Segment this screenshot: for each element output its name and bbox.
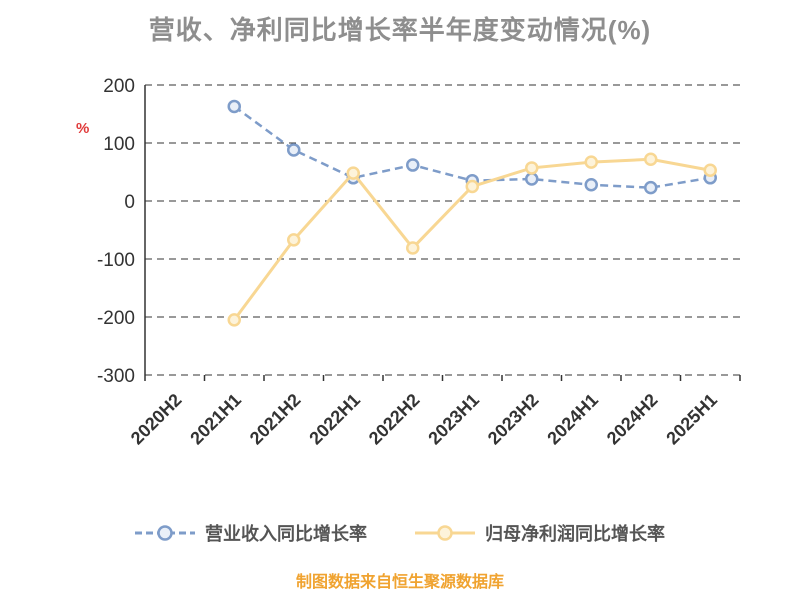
series-0-marker xyxy=(644,180,658,195)
y-tick-label: -100 xyxy=(97,250,135,271)
y-tick-label: -200 xyxy=(97,308,135,329)
series-1-marker xyxy=(227,313,241,327)
series-1-marker xyxy=(584,155,598,169)
legend-item-netprofit: 归母净利润同比增长率 xyxy=(415,520,665,546)
x-tick-label: 2024H1 xyxy=(543,390,602,449)
netprofit-series-marker-icon xyxy=(415,525,475,541)
series-0-marker xyxy=(287,143,301,157)
legend-label-revenue: 营业收入同比增长率 xyxy=(205,524,367,544)
chart-title: 营收、净利同比增长率半年度变动情况(%) xyxy=(148,15,652,45)
series-1-marker xyxy=(465,179,479,194)
series-1-marker xyxy=(525,161,539,175)
x-tick-label: 2021H1 xyxy=(186,390,245,449)
x-tick-label: 2025H1 xyxy=(662,390,721,449)
revenue-series-marker-icon xyxy=(135,525,195,541)
legend-label-netprofit: 归母净利润同比增长率 xyxy=(485,524,665,544)
series-1-marker xyxy=(346,166,360,180)
x-tick-label: 2022H2 xyxy=(365,390,424,449)
series-0-marker xyxy=(227,99,241,114)
series-0-marker xyxy=(406,158,420,172)
x-tick-label: 2023H1 xyxy=(424,390,483,449)
series-1-marker xyxy=(406,241,420,255)
y-axis-label: % xyxy=(76,120,90,137)
y-tick-label: -300 xyxy=(97,366,135,387)
legend: 营业收入同比增长率 归母净利润同比增长率 xyxy=(0,520,800,546)
series-1-marker xyxy=(644,152,658,166)
y-tick-label: 0 xyxy=(124,192,135,213)
series-1-marker xyxy=(703,163,717,178)
series-1-marker xyxy=(287,233,301,247)
x-tick-label: 2024H2 xyxy=(603,390,662,449)
x-tick-label: 2020H2 xyxy=(127,390,186,449)
x-tick-label: 2022H1 xyxy=(305,390,364,449)
y-tick-label: 200 xyxy=(103,76,135,97)
y-tick-label: 100 xyxy=(103,134,135,155)
data-source-note: 制图数据来自恒生聚源数据库 xyxy=(295,574,504,591)
x-tick-label: 2023H2 xyxy=(484,390,543,449)
series-0-marker xyxy=(525,172,539,186)
series-0-marker xyxy=(584,178,598,192)
legend-item-revenue: 营业收入同比增长率 xyxy=(135,520,367,546)
x-tick-label: 2021H2 xyxy=(246,390,305,449)
